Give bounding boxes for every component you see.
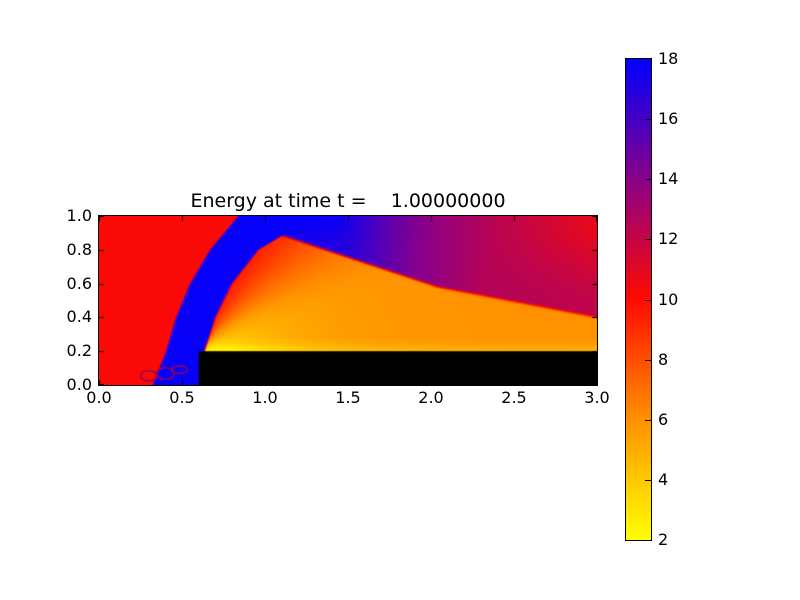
colorbar-tick [645, 239, 651, 241]
colorbar-tick [645, 479, 651, 481]
plot-title: Energy at time t = 1.00000000 [190, 190, 506, 212]
y-tick-label: 0.0 [66, 375, 92, 394]
colorbar-tick [645, 119, 651, 121]
colorbar-tick-label: 18 [658, 49, 679, 68]
x-tick-label: 0.0 [86, 388, 112, 407]
colorbar-tick [645, 179, 651, 181]
x-tick-label: 0.5 [169, 388, 195, 407]
heatmap-plot-area [98, 215, 598, 386]
x-tick-label: 1.0 [252, 388, 278, 407]
y-tick-label: 0.8 [66, 240, 92, 259]
colorbar-tick-label: 12 [658, 229, 679, 248]
x-tick-label: 1.5 [335, 388, 361, 407]
y-tick-label: 0.4 [66, 307, 92, 326]
colorbar-tick-label: 14 [658, 169, 679, 188]
colorbar-tick-label: 2 [658, 530, 669, 549]
colorbar-tick-label: 6 [658, 410, 669, 429]
x-tick-label: 3.0 [584, 388, 610, 407]
y-tick-label: 0.6 [66, 274, 92, 293]
y-tick-label: 0.2 [66, 341, 92, 360]
y-tick-label: 1.0 [66, 206, 92, 225]
x-tick-label: 2.5 [501, 388, 527, 407]
colorbar-tick [645, 359, 651, 361]
x-tick-label: 2.0 [418, 388, 444, 407]
colorbar-tick-label: 8 [658, 350, 669, 369]
colorbar-tick-label: 4 [658, 470, 669, 489]
colorbar-tick-label: 16 [658, 109, 679, 128]
colorbar [625, 58, 652, 541]
colorbar-tick [645, 299, 651, 301]
colorbar-tick [645, 419, 651, 421]
colorbar-tick-label: 10 [658, 290, 679, 309]
